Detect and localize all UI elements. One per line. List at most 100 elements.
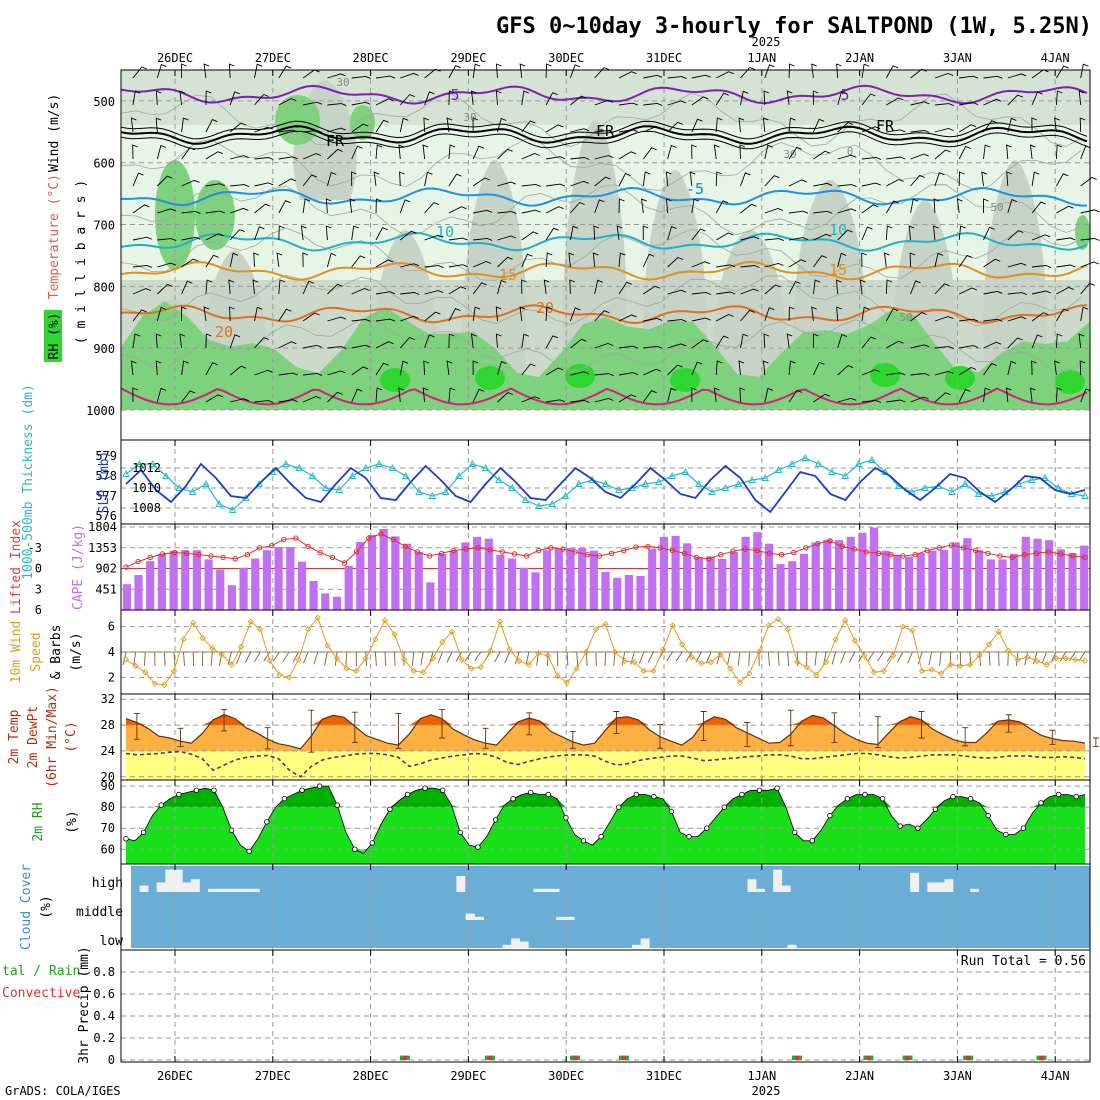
wind-speed-point — [602, 620, 609, 628]
ylabel-slp: SLP (mb) — [97, 451, 112, 514]
precip-convective-bar — [795, 1055, 800, 1060]
wind-barb — [1031, 334, 1043, 349]
wind-speed-point — [439, 638, 446, 646]
wind-barb — [278, 225, 285, 241]
cape-bar — [239, 567, 248, 610]
wind-barb — [399, 171, 405, 187]
temp-minmax-bar — [482, 727, 489, 749]
wind-speed-point — [976, 652, 983, 659]
cape-bar — [1056, 549, 1065, 610]
lifted-index-point — [791, 549, 797, 556]
wind-barb — [132, 172, 144, 187]
rh2m-point — [158, 802, 164, 808]
surface-wind-barb — [394, 651, 396, 667]
wind-barb — [691, 118, 703, 133]
wind-speed-point — [477, 664, 484, 671]
wind-barb — [229, 252, 239, 268]
thickness-point — [681, 467, 690, 475]
wind-barb — [156, 144, 167, 160]
cape-bar — [332, 596, 342, 610]
thickness-point — [188, 487, 197, 495]
wind-barb — [886, 156, 906, 160]
wind-barb — [570, 201, 585, 214]
slp-ylabel: 1000-500mb Thickness (dm) — [21, 384, 36, 580]
rh2m-point — [792, 829, 798, 836]
wind-speed-point — [161, 681, 168, 689]
wind-barb — [351, 366, 369, 376]
rh2m-point — [316, 783, 323, 789]
surface-wind-barb — [334, 651, 338, 666]
cape-bar — [297, 561, 307, 610]
precip-convective-bar — [1039, 1055, 1044, 1060]
rh2m-point — [1073, 793, 1079, 800]
rh-dark-cell — [475, 366, 505, 390]
wind-barb — [254, 400, 274, 404]
wind-speed-point — [573, 665, 580, 672]
wind-speed-point — [247, 618, 254, 625]
thickness-point — [415, 487, 423, 495]
dewpoint-area — [126, 750, 1085, 780]
wind-barb — [764, 144, 773, 160]
rh2m-point — [879, 796, 886, 802]
wind-speed-point — [324, 642, 331, 649]
wind-barb — [667, 319, 687, 323]
wind-barb — [303, 344, 322, 349]
contour-label: 10 — [436, 223, 454, 241]
wind-barb — [423, 117, 430, 133]
wind-barb — [327, 391, 343, 403]
date-label-bottom: 28DEC — [353, 1069, 389, 1083]
cape-bar — [286, 547, 295, 610]
cape-bar — [764, 543, 774, 610]
lifted-index-point — [584, 552, 590, 558]
wind-barb — [422, 144, 429, 160]
wind-barb — [130, 360, 137, 376]
cape-bar — [1010, 553, 1019, 610]
surface-wind-barb — [494, 651, 501, 663]
contour-label: 30 — [783, 148, 796, 161]
wind-barb — [932, 225, 939, 241]
ylabel-cape: CAPE (J/kg) — [71, 524, 86, 610]
thickness-point — [175, 483, 184, 491]
wind-barb — [1031, 312, 1049, 322]
wind-barb — [545, 306, 552, 322]
wind-barb — [788, 117, 796, 133]
wind-speed-point — [564, 679, 571, 686]
isotherm--5C — [120, 84, 1088, 105]
wind-barb — [837, 252, 847, 268]
rh2m-point — [967, 796, 974, 802]
wind-barb — [1031, 117, 1037, 133]
isotherm-15C — [120, 260, 1088, 281]
cape-bar — [414, 552, 423, 610]
cape-bar — [928, 550, 937, 610]
wind-barb — [400, 263, 420, 268]
wind-barb — [470, 90, 477, 106]
wind-barb — [691, 74, 711, 79]
wind-speed-point — [717, 651, 724, 658]
surface-wind-barb — [928, 651, 933, 666]
rh2m-point — [932, 806, 939, 812]
wind-speed-point — [784, 626, 791, 633]
cape-bar — [309, 581, 318, 610]
wind-barb — [934, 370, 954, 376]
wind-speed-point — [295, 656, 302, 663]
lifted-tick: 6 — [35, 603, 42, 617]
thickness-point — [961, 479, 969, 487]
wind-barb — [934, 128, 954, 133]
wind-barb — [473, 209, 493, 214]
cape-bar — [216, 569, 225, 610]
wind-barb — [812, 333, 819, 348]
thickness-point — [202, 479, 210, 487]
wind-barb — [1006, 144, 1012, 160]
rh2m-tick: 70 — [101, 821, 115, 835]
thickness-tick: 576 — [95, 509, 117, 523]
wind-barb — [594, 67, 610, 79]
wind-barb — [885, 200, 899, 214]
ylabel-rh-swatch — [44, 310, 62, 362]
cloud-bar-high — [773, 869, 783, 892]
cape-bar — [146, 561, 155, 610]
surface-wind-barb — [886, 651, 894, 662]
cloud-bar-high — [944, 879, 954, 892]
cloud-bar-high — [190, 879, 200, 892]
wind-barb — [448, 387, 456, 403]
temp-ylabel: 2m Temp 2m DewPt (6hr Min/Max) (°C) — [7, 686, 79, 788]
